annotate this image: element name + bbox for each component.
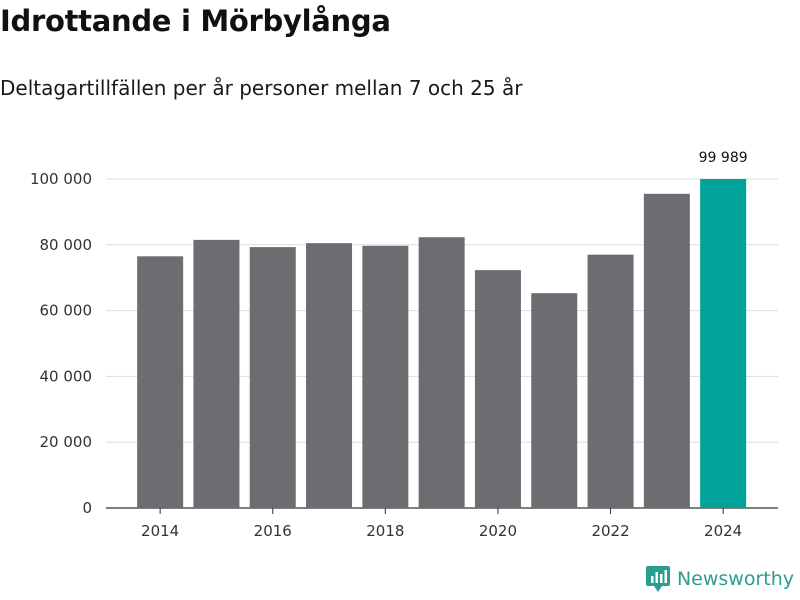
newsworthy-logo-icon (645, 566, 670, 592)
x-axis-ticks: 2014 2016 2018 2020 2022 2024 (141, 508, 742, 540)
x-tick-label: 2018 (366, 522, 404, 540)
brand-name: Newsworthy (676, 568, 794, 590)
y-tick-label: 100 000 (30, 170, 92, 188)
x-tick-label: 2016 (254, 522, 292, 540)
bar-2015 (193, 239, 240, 509)
bar-2018 (362, 245, 409, 509)
y-tick-label: 60 000 (40, 302, 93, 320)
y-tick-label: 80 000 (40, 236, 93, 254)
newsworthy-brand: Newsworthy (645, 564, 794, 594)
bar-2017 (306, 243, 353, 508)
bar-2022 (587, 254, 634, 508)
bar-2020 (474, 270, 521, 508)
bar-2024 (700, 179, 747, 508)
bars (137, 179, 747, 509)
bar-2014 (137, 256, 184, 508)
bar-2021 (531, 293, 578, 508)
y-tick-label: 0 (82, 499, 92, 517)
highlight-value-label: 99 989 (699, 150, 748, 166)
y-axis-ticks: 0 20 000 40 000 60 000 80 000 100 000 (30, 170, 92, 517)
bar-2019 (418, 237, 465, 508)
y-tick-label: 20 000 (40, 433, 93, 451)
bar-2016 (249, 247, 296, 508)
y-tick-label: 40 000 (40, 367, 93, 385)
data-labels: 99 989 (699, 150, 748, 166)
chart-title: Idrottande i Mörbylånga (0, 4, 391, 38)
x-tick-label: 2020 (479, 522, 517, 540)
x-tick-label: 2014 (141, 522, 179, 540)
x-tick-label: 2024 (704, 522, 742, 540)
x-tick-label: 2022 (591, 522, 629, 540)
bar-2023 (643, 193, 690, 508)
chart-subtitle: Deltagartillfällen per år personer mella… (0, 76, 523, 100)
